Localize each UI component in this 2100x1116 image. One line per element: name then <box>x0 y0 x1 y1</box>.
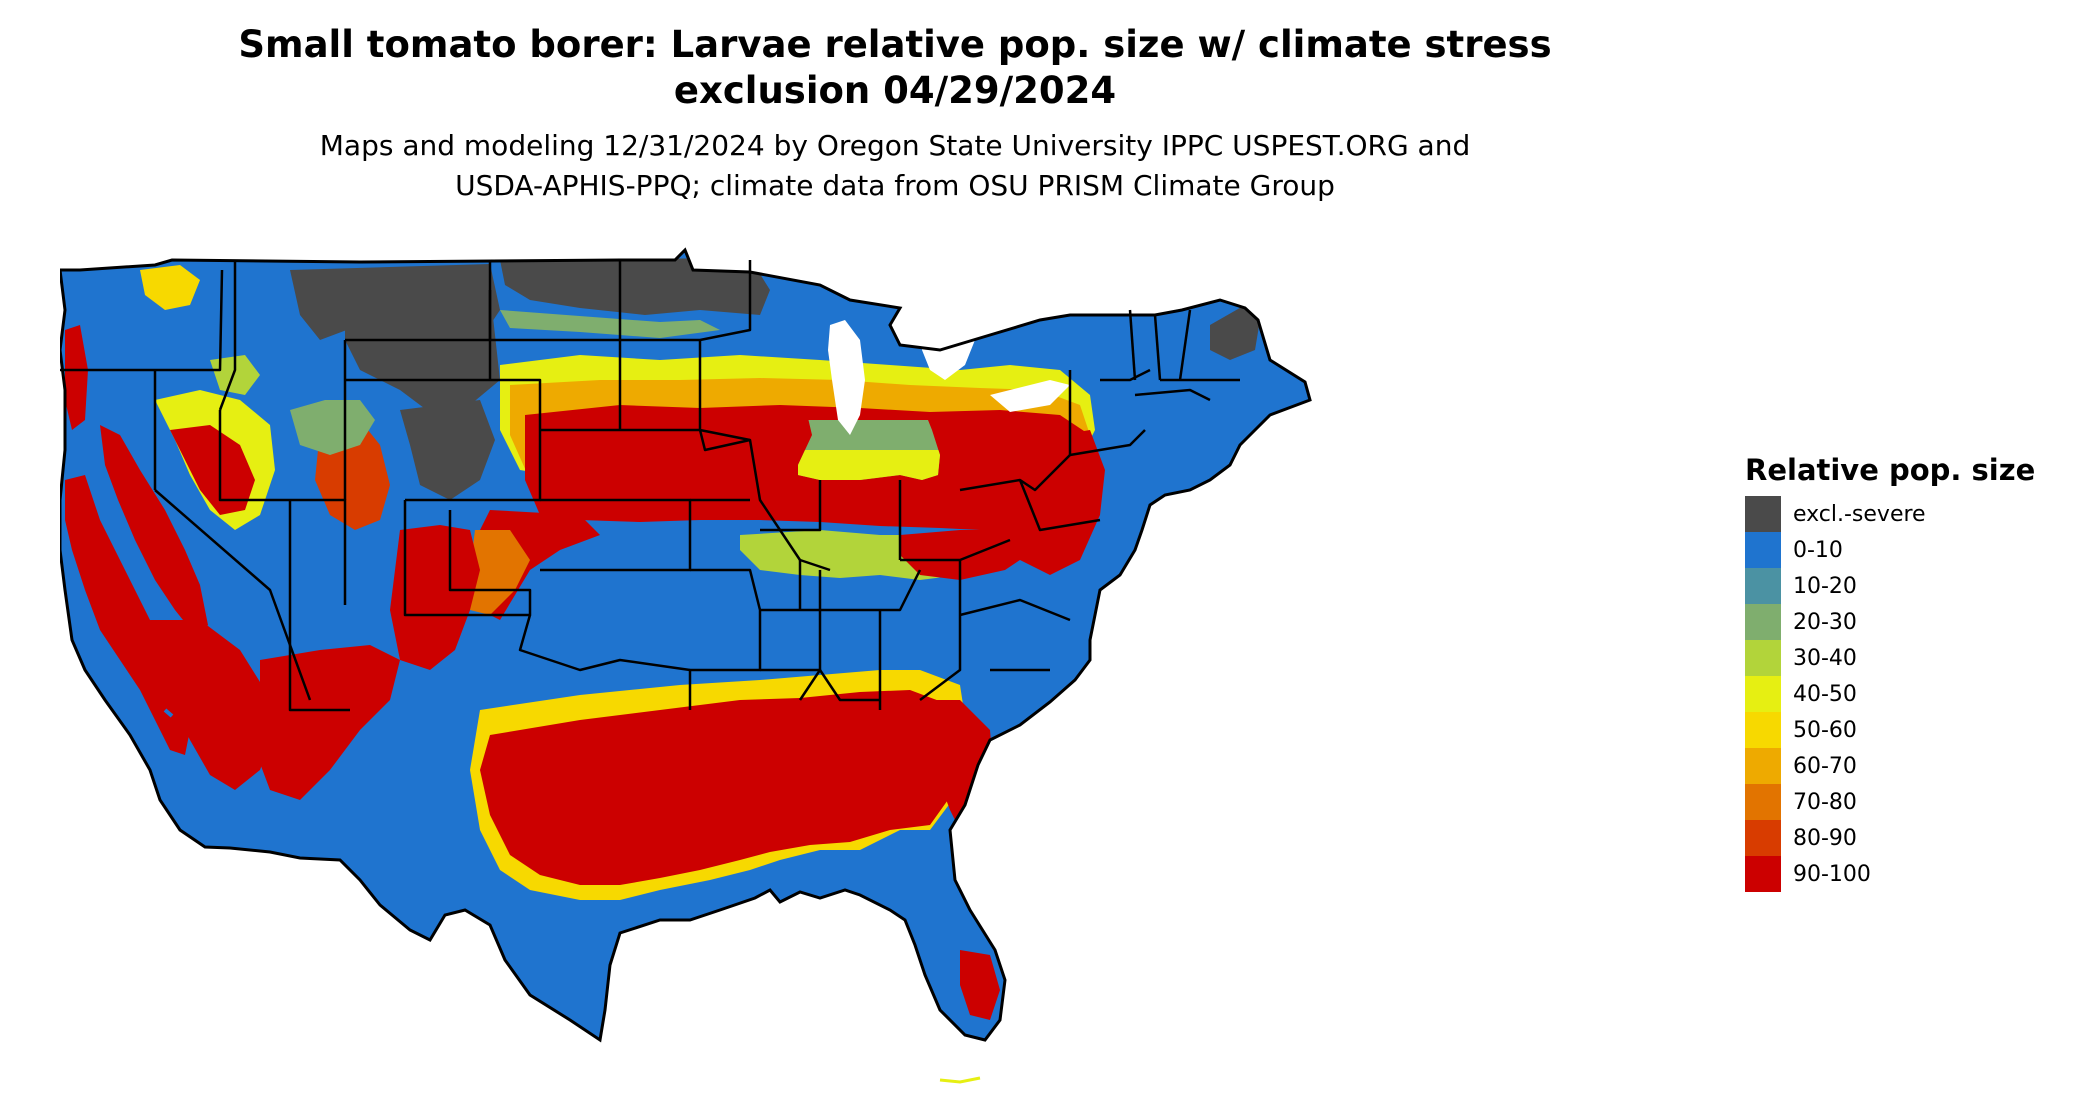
legend-label: 20-30 <box>1793 609 1857 635</box>
map-zone-excl-severe <box>1210 305 1260 360</box>
legend-item: 70-80 <box>1745 784 2035 820</box>
title-line-1: Small tomato borer: Larvae relative pop.… <box>238 23 1552 66</box>
map-zone-90-100 <box>1010 430 1105 575</box>
legend-swatch <box>1745 820 1781 856</box>
legend-item: excl.-severe <box>1745 496 2035 532</box>
legend-items: excl.-severe 0-10 10-20 20-30 30-40 40-50 50-6… <box>1745 496 2035 892</box>
map-zone-excl-severe <box>345 290 500 420</box>
legend-swatch <box>1745 784 1781 820</box>
map-zone-90-100 <box>150 620 275 790</box>
map-subtitle: Maps and modeling 12/31/2024 by Oregon S… <box>0 126 1790 206</box>
map-zone-50-60 <box>140 265 200 310</box>
legend-label: 30-40 <box>1793 645 1857 671</box>
map-title: Small tomato borer: Larvae relative pop.… <box>0 22 1790 114</box>
legend-swatch <box>1745 604 1781 640</box>
legend-item: 20-30 <box>1745 604 2035 640</box>
legend-label: 70-80 <box>1793 789 1857 815</box>
map-zone-40-50 <box>798 450 940 480</box>
legend-item: 60-70 <box>1745 748 2035 784</box>
legend-label: 10-20 <box>1793 573 1857 599</box>
legend-item: 80-90 <box>1745 820 2035 856</box>
map-zone-90-100 <box>100 425 208 635</box>
legend-item: 10-20 <box>1745 568 2035 604</box>
map-zone-90-100 <box>390 525 480 670</box>
legend-swatch <box>1745 568 1781 604</box>
legend-item: 30-40 <box>1745 640 2035 676</box>
legend-swatch <box>1745 748 1781 784</box>
legend-label: 50-60 <box>1793 717 1857 743</box>
map-zone-excl-severe <box>500 258 770 315</box>
legend-item: 50-60 <box>1745 712 2035 748</box>
legend-title: Relative pop. size <box>1745 453 2036 487</box>
legend-item: 90-100 <box>1745 856 2035 892</box>
map-zone-20-30 <box>290 400 375 455</box>
legend-label: 0-10 <box>1793 537 1843 563</box>
subtitle-line-2: USDA-APHIS-PPQ; climate data from OSU PR… <box>455 169 1335 202</box>
legend-label: 90-100 <box>1793 861 1871 887</box>
legend-swatch <box>1745 676 1781 712</box>
map-zone-90-100 <box>480 690 960 885</box>
legend-item: 40-50 <box>1745 676 2035 712</box>
legend-item: 0-10 <box>1745 532 2035 568</box>
title-line-2: exclusion 04/29/2024 <box>673 69 1117 112</box>
legend-swatch <box>1745 496 1781 532</box>
legend-swatch <box>1745 856 1781 892</box>
map-zone-90-100 <box>960 950 1000 1020</box>
map-zone-90-100 <box>65 325 88 430</box>
legend-label: excl.-severe <box>1793 501 1926 527</box>
subtitle-line-1: Maps and modeling 12/31/2024 by Oregon S… <box>319 129 1471 162</box>
legend-swatch <box>1745 712 1781 748</box>
map-zone-90-100 <box>170 425 255 515</box>
legend-label: 40-50 <box>1793 681 1857 707</box>
map-zone-20-30 <box>500 310 720 338</box>
legend-label: 60-70 <box>1793 753 1857 779</box>
map-zone-excl-severe <box>400 400 495 500</box>
us-map <box>60 248 1312 1084</box>
map-zone-70-80 <box>470 530 530 615</box>
legend-label: 80-90 <box>1793 825 1857 851</box>
map-zone-30-40 <box>210 355 260 395</box>
legend: Relative pop. size excl.-severe 0-10 10-20… <box>1745 452 2035 892</box>
legend-swatch <box>1745 640 1781 676</box>
legend-swatch <box>1745 532 1781 568</box>
